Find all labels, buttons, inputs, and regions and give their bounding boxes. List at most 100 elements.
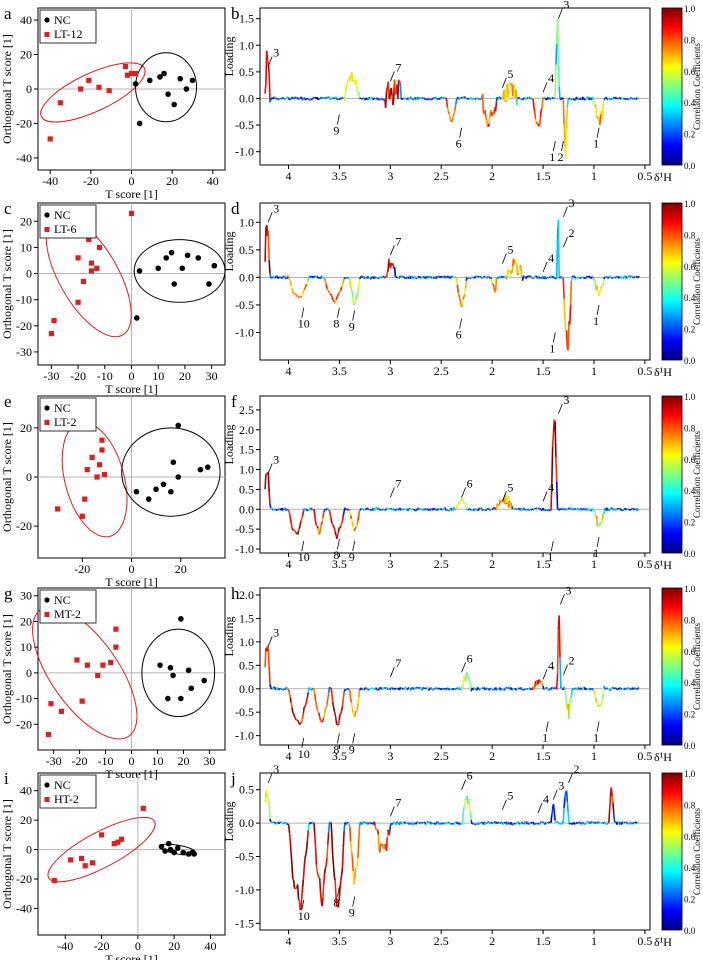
- trace-segment: [280, 688, 283, 691]
- trace-segment: [463, 799, 467, 806]
- model-point: [89, 860, 96, 866]
- trace-segment: [447, 111, 450, 114]
- trace-segment: [568, 707, 571, 719]
- trace-segment: [584, 822, 587, 825]
- trace-segment: [340, 286, 343, 291]
- control-point: [145, 496, 152, 502]
- trace-segment: [548, 276, 551, 279]
- trace-segment: [445, 509, 448, 512]
- trace-segment: [321, 275, 324, 278]
- trace-segment: [283, 98, 286, 100]
- trace-segment: [313, 823, 316, 835]
- control-point: [188, 685, 195, 692]
- trace-segment: [503, 90, 507, 103]
- loading-y-axis-label: Loading: [222, 425, 236, 465]
- score-plot-a: a -40 -20 0 20 40 40 20 0 -20 -40 T score [1] Orthog…: [0, 4, 226, 201]
- control-point: [180, 849, 187, 856]
- trace-segment: [548, 509, 551, 512]
- control-ellipse: [141, 628, 216, 718]
- loading-trace: [264, 419, 640, 540]
- trace-segment: [321, 517, 324, 523]
- trace-segment: [372, 97, 375, 101]
- trace-segment: [540, 107, 543, 111]
- trace-segment: [396, 508, 399, 511]
- trace-segment: [563, 124, 566, 135]
- peak-annotation: 7: [395, 234, 401, 248]
- trace-segment: [328, 291, 331, 295]
- trace-segment: [355, 865, 358, 870]
- trace-segment: [336, 295, 339, 299]
- trace-segment: [291, 865, 294, 879]
- trace-segment: [287, 275, 290, 279]
- trace-segment: [601, 821, 604, 824]
- trace-segment: [296, 719, 300, 723]
- y-tick-label: -20: [16, 717, 32, 731]
- trace-segment: [326, 96, 329, 99]
- trace-segment: [425, 277, 428, 280]
- trace-segment: [341, 847, 345, 868]
- trace-segment: [570, 688, 574, 698]
- loading-y-tick-label: 1.5: [239, 12, 254, 26]
- trace-segment: [371, 96, 374, 99]
- trace-segment: [291, 527, 294, 531]
- trace-segment: [302, 867, 305, 880]
- trace-segment: [530, 277, 533, 280]
- trace-segment: [462, 807, 465, 816]
- trace-segment: [310, 688, 312, 691]
- trace-segment: [330, 822, 333, 837]
- trace-segment: [462, 500, 465, 503]
- loading-y-tick-label: -0.5: [235, 298, 254, 312]
- y-tick-label: 20: [20, 421, 32, 435]
- trace-segment: [328, 96, 330, 99]
- trace-segment: [289, 281, 292, 286]
- trace-segment: [527, 96, 530, 100]
- trace-segment: [364, 98, 367, 101]
- trace-segment: [448, 113, 451, 118]
- legend-control-label: NC: [54, 208, 71, 222]
- trace-segment: [349, 278, 352, 286]
- trace-segment: [264, 83, 267, 94]
- trace-segment: [399, 82, 402, 99]
- loading-x-tick-label: 1: [591, 749, 597, 763]
- trace-segment: [325, 508, 328, 511]
- control-point: [171, 849, 177, 856]
- trace-segment: [433, 507, 436, 510]
- trace-segment: [623, 275, 626, 278]
- trace-segment: [400, 687, 403, 690]
- trace-segment: [619, 687, 621, 689]
- trace-segment: [353, 527, 357, 531]
- trace-segment: [267, 473, 270, 492]
- trace-segment: [562, 807, 565, 824]
- trace-segment: [415, 508, 419, 511]
- loading-x-tick-label: 3: [387, 364, 393, 378]
- trace-segment: [361, 822, 364, 825]
- trace-segment: [329, 514, 332, 519]
- loading-y-tick-label: -1.5: [235, 916, 254, 930]
- control-point: [153, 486, 159, 493]
- trace-segment: [526, 275, 529, 278]
- loading-x-tick-label: 3.5: [332, 557, 347, 571]
- trace-segment: [290, 522, 293, 529]
- trace-segment: [442, 822, 444, 825]
- trace-segment: [494, 507, 497, 510]
- trace-segment: [402, 275, 406, 279]
- trace-segment: [357, 696, 360, 704]
- trace-segment: [267, 801, 270, 804]
- colorbar-tick-label: 0.4: [684, 293, 696, 303]
- trace-segment: [611, 795, 614, 803]
- trace-segment: [294, 717, 297, 721]
- trace-segment: [268, 803, 271, 820]
- loading-plot-f: f4 3.5 3 2.5 2 1.5 1 0.5 δ¹H2.52.01.51.00.50.0-0…: [222, 392, 702, 572]
- y-axis-label: Orthogonal T score [1]: [0, 614, 14, 724]
- trace-segment: [569, 507, 573, 511]
- model-point: [57, 100, 63, 106]
- loading-x-tick-label: 1.5: [536, 557, 551, 571]
- trace-segment: [301, 713, 305, 719]
- loading-x-tick-label: 2: [489, 169, 495, 183]
- legend-box: [39, 9, 97, 44]
- trace-segment: [462, 677, 465, 687]
- trace-segment: [421, 508, 424, 511]
- peak-annotation: 8: [333, 896, 339, 910]
- trace-segment: [368, 276, 371, 280]
